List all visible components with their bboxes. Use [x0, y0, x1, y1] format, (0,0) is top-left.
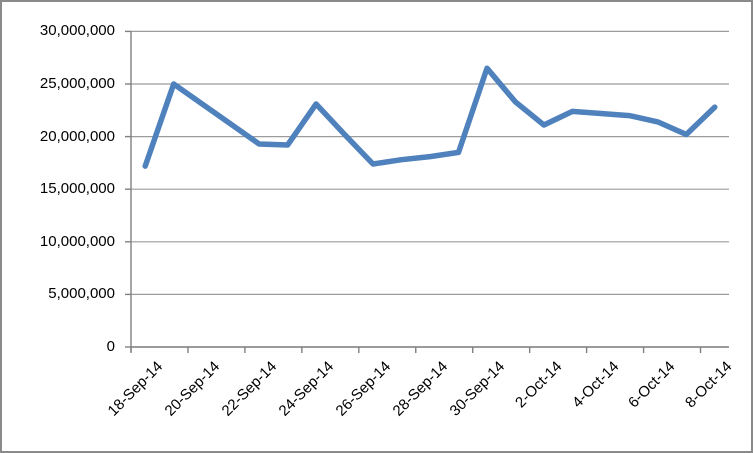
- y-tick-label: 5,000,000: [48, 285, 115, 303]
- y-tick-label: 20,000,000: [39, 127, 115, 145]
- y-tick-label: 15,000,000: [39, 180, 115, 198]
- y-tick-label: 25,000,000: [39, 75, 115, 92]
- y-tick-label: 10,000,000: [39, 232, 115, 250]
- y-tick-label: 0: [106, 338, 115, 355]
- y-tick-label: 30,000,000: [39, 22, 115, 40]
- data-series-line: [142, 65, 718, 169]
